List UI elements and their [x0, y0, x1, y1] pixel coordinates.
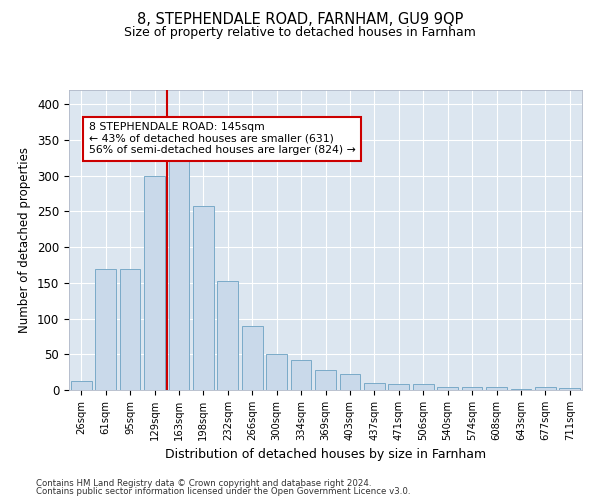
Bar — [95, 268, 116, 390]
Bar — [242, 326, 263, 390]
Bar — [388, 384, 409, 390]
Y-axis label: Number of detached properties: Number of detached properties — [19, 147, 31, 333]
Text: 8 STEPHENDALE ROAD: 145sqm
← 43% of detached houses are smaller (631)
56% of sem: 8 STEPHENDALE ROAD: 145sqm ← 43% of deta… — [89, 122, 355, 156]
Text: Size of property relative to detached houses in Farnham: Size of property relative to detached ho… — [124, 26, 476, 39]
Bar — [144, 176, 165, 390]
Bar — [266, 354, 287, 390]
Bar — [559, 388, 580, 390]
Text: 8, STEPHENDALE ROAD, FARNHAM, GU9 9QP: 8, STEPHENDALE ROAD, FARNHAM, GU9 9QP — [137, 12, 463, 28]
Bar — [486, 387, 507, 390]
Bar — [413, 384, 434, 390]
Bar — [169, 158, 190, 390]
Bar — [461, 387, 482, 390]
Bar — [511, 388, 532, 390]
Bar — [217, 282, 238, 390]
Bar — [71, 382, 92, 390]
Text: Contains public sector information licensed under the Open Government Licence v3: Contains public sector information licen… — [36, 487, 410, 496]
Bar — [535, 387, 556, 390]
Bar — [290, 360, 311, 390]
Bar — [193, 206, 214, 390]
Bar — [119, 268, 140, 390]
Bar — [315, 370, 336, 390]
Text: Contains HM Land Registry data © Crown copyright and database right 2024.: Contains HM Land Registry data © Crown c… — [36, 478, 371, 488]
X-axis label: Distribution of detached houses by size in Farnham: Distribution of detached houses by size … — [165, 448, 486, 462]
Bar — [364, 383, 385, 390]
Bar — [437, 387, 458, 390]
Bar — [340, 374, 361, 390]
